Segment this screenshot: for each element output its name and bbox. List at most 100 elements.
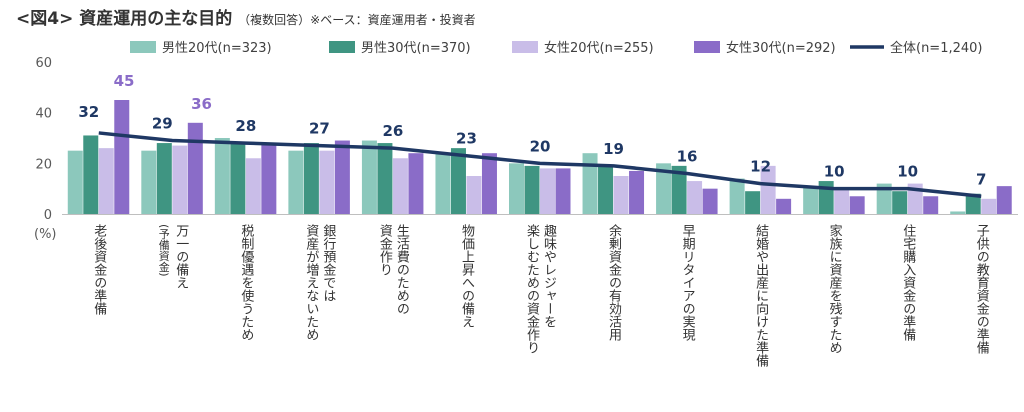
- category-label-line-11-0: 住宅購入資金の準備: [900, 224, 916, 341]
- legend-swatch-2: [512, 41, 538, 53]
- total-value-label-10: 10: [824, 163, 845, 181]
- y-unit-label: (%): [34, 227, 57, 242]
- bar-s0-c11: [876, 183, 892, 214]
- category-label-line-1-1: (予備資金): [157, 224, 170, 277]
- total-value-label-9: 12: [750, 158, 771, 176]
- bar-s1-c8: [671, 165, 687, 214]
- category-label-11: 住宅購入資金の準備: [900, 224, 916, 341]
- category-label-line-5-0: 物価上昇への備え: [459, 224, 475, 328]
- bar-s3-c2: [261, 143, 277, 214]
- total-value-label-11: 10: [897, 163, 918, 181]
- bar-s1-c6: [524, 165, 540, 214]
- legend-label-0: 男性20代(n=323): [162, 41, 272, 56]
- bar-s3-c4: [408, 153, 424, 214]
- bar-s1-c7: [598, 165, 614, 214]
- category-label-5: 物価上昇への備え: [459, 224, 475, 328]
- bar-s0-c8: [656, 163, 672, 214]
- bar-s0-c7: [582, 153, 598, 214]
- bar-s3-c7: [629, 170, 645, 214]
- category-label-2: 税制優遇を使うため: [238, 224, 254, 341]
- category-label-line-1-0: 万一の備え: [173, 224, 189, 289]
- bar-s0-c9: [729, 178, 745, 214]
- bar-s2-c4: [392, 158, 408, 214]
- bar-s3-c3: [334, 140, 350, 214]
- bar-s1-c4: [377, 143, 393, 214]
- category-label-line-3-0: 銀行預金では: [320, 224, 336, 302]
- category-label-1: 万一の備え(予備資金): [157, 224, 189, 289]
- category-label-line-8-0: 早期リタイアの実現: [680, 224, 696, 342]
- bar-s1-c0: [83, 135, 99, 214]
- bar-s0-c0: [67, 150, 83, 214]
- bar-s2-c5: [466, 176, 482, 214]
- bar-s1-c9: [745, 191, 761, 214]
- legend-label-4: 全体(n=1,240): [890, 40, 983, 56]
- legend-label-2: 女性20代(n=255): [544, 40, 654, 56]
- bar-s3-c10: [849, 196, 865, 214]
- total-value-label-4: 26: [382, 122, 403, 140]
- bar-s2-c10: [834, 188, 850, 214]
- total-value-label-0: 32: [78, 103, 99, 121]
- category-label-line-4-1: 資金作り: [377, 224, 393, 276]
- chart-subtitle: （複数回答）※ベース：資産運用者・投資者: [238, 13, 476, 27]
- category-label-line-12-0: 子供の教育資金の準備: [974, 224, 990, 354]
- category-label-9: 結婚や出産に向けた準備: [753, 224, 769, 367]
- category-label-line-6-1: 楽しむための資金作り: [524, 223, 540, 354]
- category-label-0: 老後資金の準備: [91, 224, 107, 315]
- legend-swatch-1: [329, 41, 355, 53]
- bar-s3-c11: [923, 196, 939, 214]
- bar-s1-c1: [156, 143, 172, 214]
- category-label-4: 生活費のための資金作り: [377, 224, 410, 315]
- bar-s2-c0: [98, 148, 114, 214]
- bar-s2-c1: [172, 145, 188, 214]
- total-value-label-6: 20: [530, 137, 551, 155]
- category-label-line-2-0: 税制優遇を使うため: [238, 224, 254, 341]
- total-value-label-2: 28: [235, 117, 256, 135]
- bar-s0-c4: [361, 140, 377, 214]
- category-label-8: 早期リタイアの実現: [680, 224, 696, 342]
- category-label-line-3-1: 資産が増えないため: [303, 224, 319, 341]
- bar-s3-c8: [702, 188, 718, 214]
- bar-s0-c1: [141, 150, 157, 214]
- bar-s2-c12: [981, 198, 997, 214]
- total-value-label-1: 29: [152, 115, 173, 133]
- bar-s0-c5: [435, 153, 451, 214]
- category-label-line-10-0: 家族に資産を残すため: [827, 223, 843, 354]
- y-tick-label-1: 20: [35, 157, 52, 172]
- bar-s3-c12: [996, 186, 1012, 214]
- bar-s1-c12: [965, 193, 981, 214]
- category-label-7: 余剰資金の有効活用: [606, 223, 622, 342]
- category-label-10: 家族に資産を残すため: [827, 223, 843, 354]
- bar-s1-c3: [303, 143, 319, 214]
- total-value-label-8: 16: [677, 147, 698, 165]
- bar-s2-c2: [245, 158, 261, 214]
- bar-s0-c6: [509, 163, 524, 214]
- total-value-label-3: 27: [309, 120, 330, 138]
- category-label-line-6-0: 趣味やレジャーを: [541, 224, 557, 328]
- legend-swatch-3: [694, 41, 720, 53]
- bar-s0-c2: [214, 138, 230, 214]
- bar-s2-c7: [613, 176, 629, 214]
- bar-s3-c9: [776, 198, 792, 214]
- y-tick-label-0: 0: [44, 208, 52, 223]
- total-value-label-7: 19: [603, 140, 624, 158]
- total-value-label-12: 7: [976, 170, 986, 188]
- legend-label-1: 男性30代(n=370): [361, 41, 471, 56]
- total-value-label-5: 23: [456, 130, 477, 148]
- female30-value-label-1: 36: [191, 95, 212, 113]
- bar-s2-c8: [687, 181, 703, 214]
- legend-label-3: 女性30代(n=292): [726, 40, 836, 56]
- total-line: [98, 131, 982, 199]
- legend-swatch-0: [130, 41, 156, 53]
- female30-value-label-0: 45: [114, 72, 135, 90]
- bar-s3-c0: [114, 100, 130, 214]
- chart-title: <図4> 資産運用の主な目的 （複数回答）※ベース：資産運用者・投資者: [16, 4, 476, 29]
- category-label-line-7-0: 余剰資金の有効活用: [606, 223, 622, 342]
- bar-s1-c5: [450, 148, 466, 214]
- bar-s3-c6: [555, 168, 571, 214]
- category-label-line-0-0: 老後資金の準備: [91, 224, 107, 315]
- category-label-12: 子供の教育資金の準備: [974, 224, 990, 354]
- y-tick-label-2: 40: [35, 107, 52, 122]
- bar-s0-c3: [288, 150, 304, 214]
